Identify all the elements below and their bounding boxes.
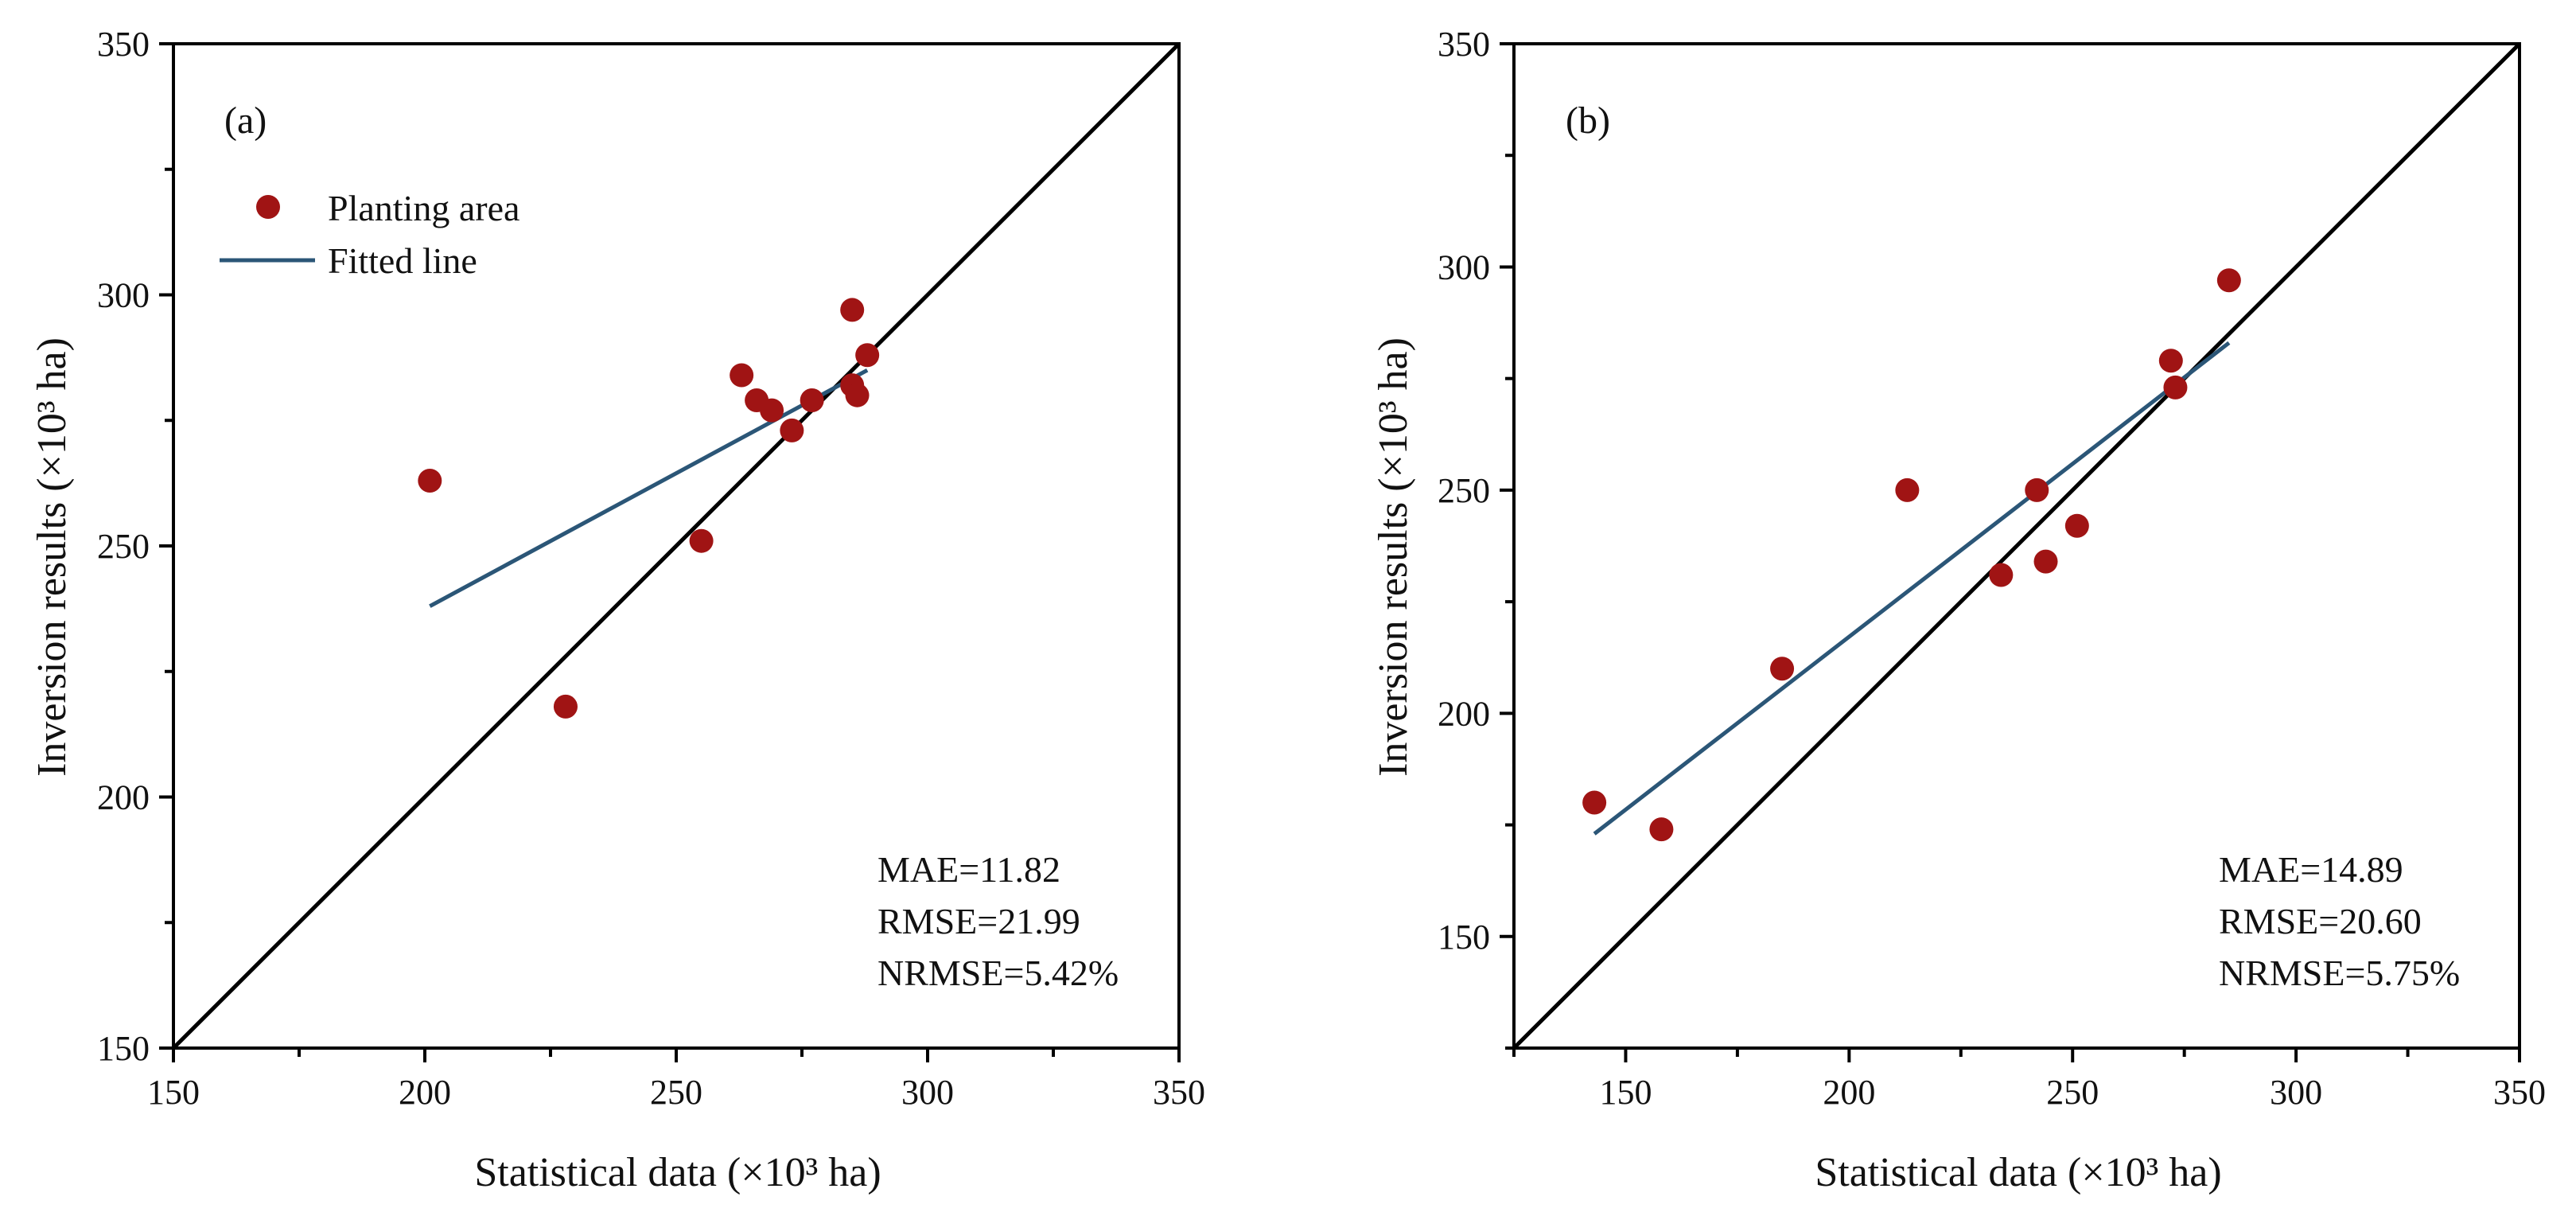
panel-a-y-tick-label: 350 bbox=[97, 25, 150, 64]
panel-a-x-tick-label: 200 bbox=[399, 1073, 451, 1112]
legend-points-label: Planting area bbox=[328, 188, 519, 228]
panel-a-x-tick-label: 150 bbox=[147, 1073, 200, 1112]
panel-b-stat-rmse: RMSE=20.60 bbox=[2219, 901, 2422, 941]
panel-a-y-ticks: 150 200 250 300 350 bbox=[97, 25, 173, 1068]
panel-b-y-ticks: 150 200 250 300 350 bbox=[1438, 25, 1514, 1050]
panel-b-stats: MAE=14.89 RMSE=20.60 NRMSE=5.75% bbox=[2219, 849, 2460, 993]
panel-a-stat-nrmse: NRMSE=5.42% bbox=[877, 953, 1119, 993]
panel-a-point-11 bbox=[855, 343, 880, 368]
panel-a-point-7 bbox=[800, 388, 824, 413]
panel-b-x-ticks: 150 200 250 300 350 bbox=[1512, 1048, 2546, 1112]
panel-b-y-tick-label: 150 bbox=[1438, 918, 1490, 957]
panel-a-point-5 bbox=[760, 398, 784, 423]
panel-a-point-6 bbox=[780, 418, 804, 442]
legend-fit-label: Fitted line bbox=[328, 240, 477, 281]
panel-a-point-3 bbox=[730, 363, 754, 388]
panel-b-x-tick-label: 250 bbox=[2046, 1073, 2099, 1112]
panel-b-point-3 bbox=[1895, 477, 1920, 502]
panel-b-x-tick-label: 300 bbox=[2270, 1073, 2322, 1112]
panel-a-plot-area bbox=[173, 44, 1179, 1048]
panel-a-point-10 bbox=[845, 383, 870, 407]
panel-a-label: (a) bbox=[224, 99, 267, 142]
panel-b-one-to-one-line bbox=[1514, 44, 2520, 1048]
panel-b-y-tick-label: 200 bbox=[1438, 694, 1490, 733]
panel-b-y-tick-label: 250 bbox=[1438, 471, 1490, 510]
panel-b-point-9 bbox=[2163, 375, 2188, 399]
panel-b-x-tick-label: 150 bbox=[1599, 1073, 1652, 1112]
panel-a-stat-rmse: RMSE=21.99 bbox=[877, 901, 1080, 941]
panel-b-axes-frame bbox=[1512, 42, 2521, 1050]
panel-b-fitted-line bbox=[1593, 341, 2231, 836]
panel-a-points bbox=[418, 298, 880, 719]
panel-a-y-tick-label: 150 bbox=[97, 1029, 150, 1068]
panel-b-x-tick-label: 350 bbox=[2493, 1073, 2546, 1112]
panel-a-fitted-line bbox=[429, 368, 869, 608]
panel-b-stat-nrmse: NRMSE=5.75% bbox=[2219, 953, 2460, 993]
panel-b-point-2 bbox=[1770, 657, 1795, 681]
panel-b-stat-mae: MAE=14.89 bbox=[2219, 849, 2403, 890]
panel-a: 150 200 250 300 350 150 200 250 300 350 (a) Plan… bbox=[29, 25, 1205, 1195]
panel-a-x-tick-label: 350 bbox=[1153, 1073, 1205, 1112]
panel-b-y-tick-label: 350 bbox=[1438, 25, 1490, 64]
panel-a-stat-mae: MAE=11.82 bbox=[877, 849, 1060, 890]
panel-a-y-tick-label: 200 bbox=[97, 778, 150, 817]
legend: Planting area Fitted line bbox=[220, 188, 519, 281]
panel-b-point-0 bbox=[1582, 790, 1607, 815]
panel-b: 150 200 250 300 350 150 200 250 300 350 (b) MAE=… bbox=[1371, 25, 2546, 1195]
panel-a-point-8 bbox=[840, 298, 865, 322]
panel-b-point-4 bbox=[1989, 563, 2014, 587]
panel-b-y-tick-label: 300 bbox=[1438, 247, 1490, 286]
panel-a-point-2 bbox=[689, 528, 714, 553]
panel-b-label: (b) bbox=[1566, 99, 1610, 142]
panel-b-x-tick-label: 200 bbox=[1823, 1073, 1875, 1112]
panel-b-point-6 bbox=[2033, 549, 2058, 574]
panel-b-plot-area bbox=[1514, 44, 2520, 1048]
panel-a-y-tick-label: 250 bbox=[97, 527, 150, 566]
panel-a-x-ticks: 150 200 250 300 350 bbox=[147, 1048, 1205, 1112]
panel-a-one-to-one-line bbox=[173, 44, 1179, 1048]
panel-a-stats: MAE=11.82 RMSE=21.99 NRMSE=5.42% bbox=[877, 849, 1119, 993]
legend-point-marker bbox=[256, 195, 280, 219]
panel-a-x-tick-label: 300 bbox=[901, 1073, 954, 1112]
panel-a-x-axis-title: Statistical data (×10³ ha) bbox=[474, 1150, 881, 1195]
panel-a-point-1 bbox=[553, 694, 578, 719]
panel-a-y-axis-title: Inversion results (×10³ ha) bbox=[29, 337, 75, 777]
panel-a-y-tick-label: 300 bbox=[97, 276, 150, 315]
panel-b-points bbox=[1582, 268, 2241, 842]
panel-a-point-0 bbox=[418, 468, 442, 493]
panel-a-x-tick-label: 250 bbox=[650, 1073, 702, 1112]
panel-b-point-8 bbox=[2158, 349, 2183, 373]
panel-b-point-7 bbox=[2064, 513, 2089, 538]
panel-b-point-1 bbox=[1649, 817, 1674, 842]
panel-b-point-10 bbox=[2216, 268, 2241, 293]
panel-b-x-axis-title: Statistical data (×10³ ha) bbox=[1815, 1150, 2221, 1195]
panel-b-y-axis-title: Inversion results (×10³ ha) bbox=[1371, 337, 1416, 777]
panel-b-point-5 bbox=[2025, 477, 2049, 502]
